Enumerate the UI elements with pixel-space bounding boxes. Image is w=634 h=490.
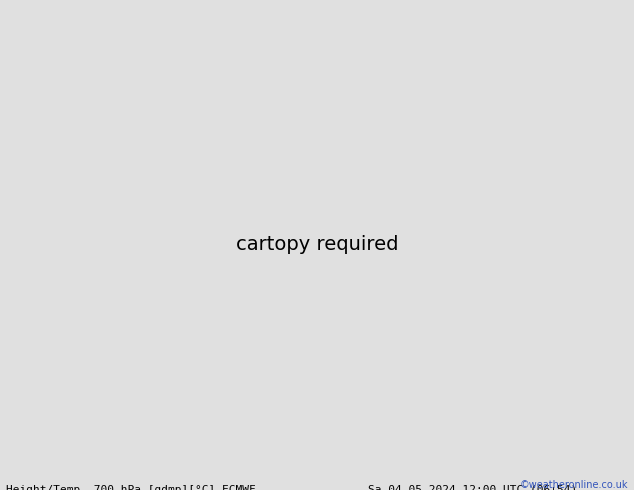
Text: ©weatheronline.co.uk: ©weatheronline.co.uk [519, 480, 628, 490]
Text: cartopy required: cartopy required [236, 235, 398, 254]
Text: Height/Temp. 700 hPa [gdmp][°C] ECMWF: Height/Temp. 700 hPa [gdmp][°C] ECMWF [6, 485, 256, 490]
Text: Sa 04-05-2024 12:00 UTC (06+54): Sa 04-05-2024 12:00 UTC (06+54) [368, 485, 577, 490]
